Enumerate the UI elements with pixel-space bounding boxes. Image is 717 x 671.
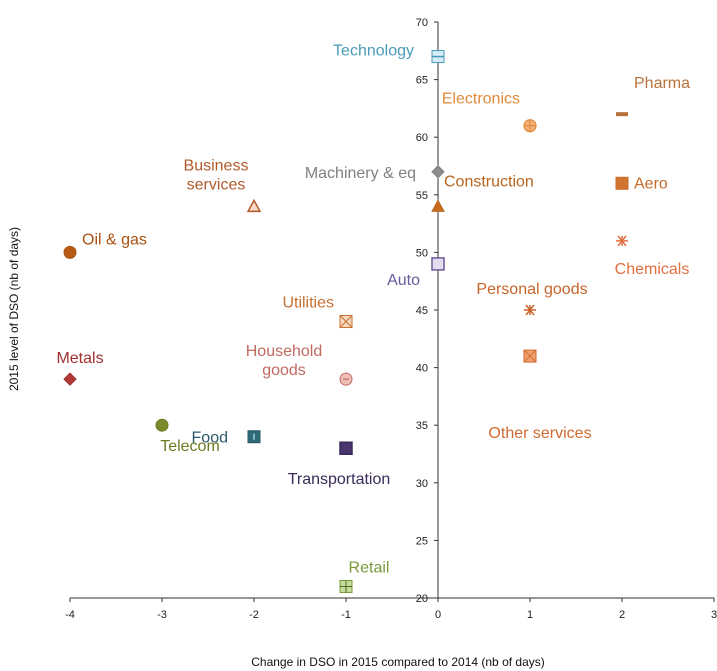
y-tick-label: 30 xyxy=(416,478,428,490)
x-tick-label: -2 xyxy=(249,609,259,621)
point-label: Telecom xyxy=(160,438,220,455)
point-label: services xyxy=(187,176,246,193)
point-telecom xyxy=(155,418,169,432)
point-label: Personal goods xyxy=(476,281,587,298)
x-axis-label: Change in DSO in 2015 compared to 2014 (… xyxy=(251,655,545,669)
y-tick-label: 40 xyxy=(416,363,428,375)
point-label: Transportation xyxy=(288,471,391,488)
point-label: Machinery & eq xyxy=(305,165,416,182)
point-label: Other services xyxy=(488,425,591,442)
y-tick-label: 20 xyxy=(416,593,428,605)
data-labels: Technology Pharma Electronics Machinery & e… xyxy=(56,43,690,577)
point-utilities xyxy=(339,315,353,329)
axes: 20 25 30 35 40 45 50 55 60 65 70 -4 -3 -2 -1 0 1 2 3 xyxy=(65,17,717,621)
point-label: Aero xyxy=(634,175,668,192)
y-tick-label: 55 xyxy=(416,190,428,202)
y-axis-label: 2015 level of DSO (nb of days) xyxy=(7,227,21,391)
point-label: Retail xyxy=(349,559,390,576)
y-tick-label: 25 xyxy=(416,535,428,547)
x-tick-label: -4 xyxy=(65,609,75,621)
point-label: Chemicals xyxy=(615,261,690,278)
x-tick-label: -3 xyxy=(157,609,167,621)
y-tick-label: 70 xyxy=(416,17,428,29)
x-tick-label: 3 xyxy=(711,609,717,621)
y-tick-label: 50 xyxy=(416,247,428,259)
point-transportation xyxy=(339,441,353,455)
y-tick-label: 60 xyxy=(416,132,428,144)
point-other-services xyxy=(523,349,537,363)
point-aero xyxy=(615,176,629,190)
point-chemicals xyxy=(616,235,628,247)
point-machinery-eq xyxy=(431,165,445,179)
y-tick-label: 45 xyxy=(416,305,428,317)
point-retail xyxy=(339,579,353,593)
point-electronics xyxy=(523,119,537,133)
point-technology xyxy=(431,50,445,64)
point-auto xyxy=(431,257,445,271)
point-label: goods xyxy=(262,362,306,379)
point-label: Technology xyxy=(333,43,414,60)
x-tick-label: -1 xyxy=(341,609,351,621)
point-pharma xyxy=(616,112,628,117)
x-tick-label: 0 xyxy=(435,609,441,621)
point-food xyxy=(247,430,261,444)
point-label: Food xyxy=(192,430,228,447)
x-tick-label: 1 xyxy=(527,609,533,621)
point-label: Metals xyxy=(56,350,103,367)
point-label: Business xyxy=(184,157,249,174)
point-label: Auto xyxy=(387,272,420,289)
point-label: Electronics xyxy=(442,91,520,108)
data-points xyxy=(63,50,629,593)
point-label: Pharma xyxy=(634,75,690,92)
point-personal-goods xyxy=(524,304,536,316)
point-business-services xyxy=(246,198,262,213)
point-label: Oil & gas xyxy=(82,231,147,248)
point-label: Utilities xyxy=(282,295,334,312)
point-household-goods xyxy=(339,372,353,386)
point-construction xyxy=(431,199,445,212)
y-tick-label: 35 xyxy=(416,420,428,432)
point-metals xyxy=(63,372,77,386)
point-oil-gas xyxy=(63,245,77,259)
x-tick-label: 2 xyxy=(619,609,625,621)
y-tick-label: 65 xyxy=(416,75,428,87)
point-label: Construction xyxy=(444,173,534,190)
point-label: Household xyxy=(246,343,323,360)
